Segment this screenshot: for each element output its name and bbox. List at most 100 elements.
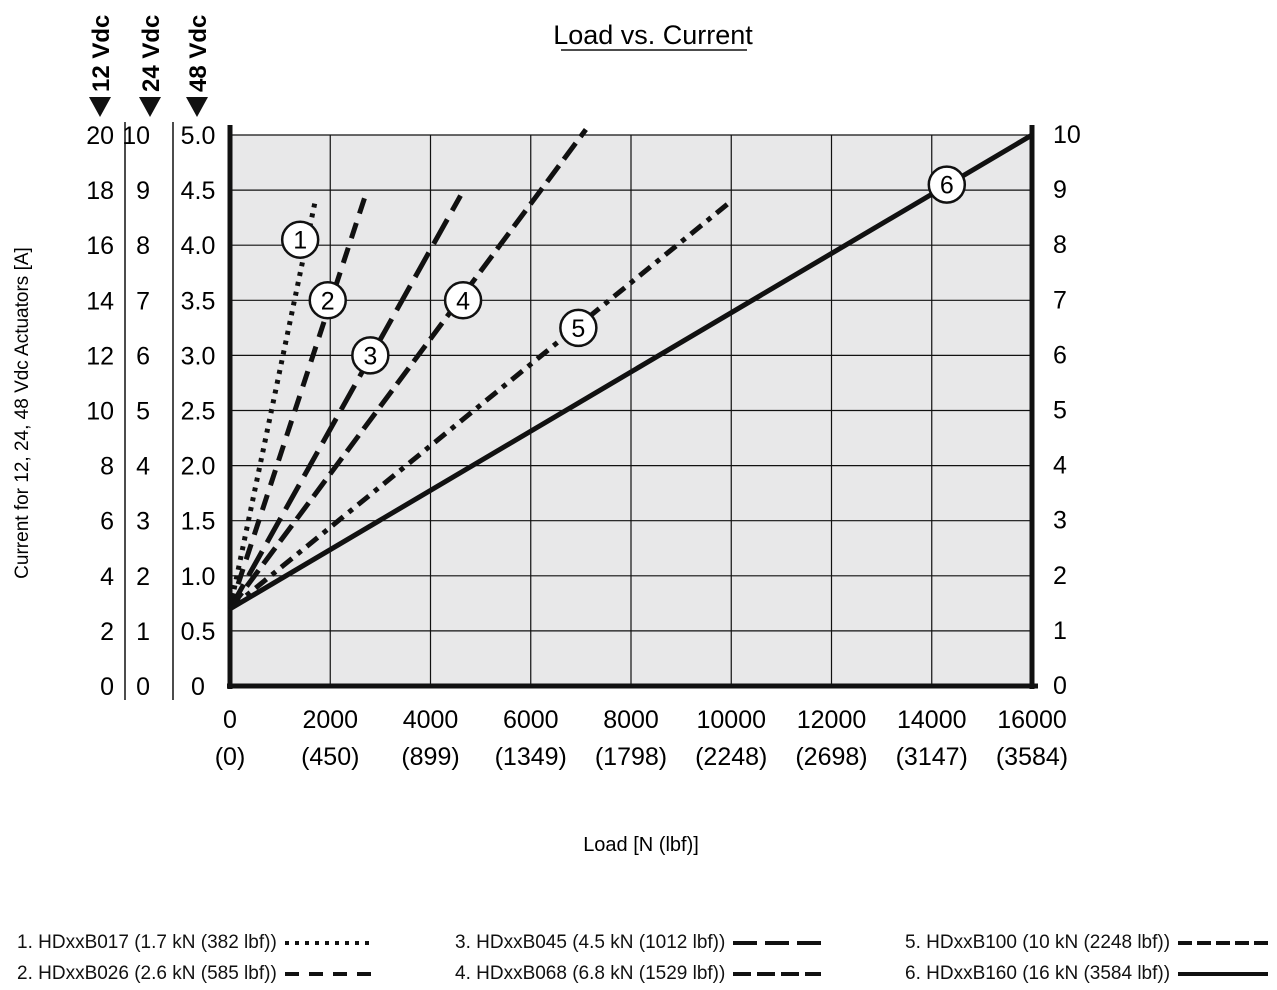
x-tick-label: 12000 [797,706,867,734]
x-tick-sublabel: (1349) [495,743,567,771]
voltage-tick-label: 12 [86,342,114,370]
series-marker-5 [559,308,598,348]
series-marker-label: 3 [363,342,377,370]
series-line-6 [228,132,1034,612]
legend-label: 6. HDxxB160 (16 kN (3584 lbf)) [905,963,1171,984]
x-tick-sublabel: (0) [215,743,246,771]
series-marker-3 [351,336,390,375]
right-tick-label: 0 [1053,672,1067,700]
voltage-tick-label: 3.0 [181,342,216,370]
voltage-tick-label: 4.0 [181,232,216,260]
voltage-tick-label: 6 [136,342,150,370]
series-marker-6 [927,165,967,204]
y-axis-label: Current for 12, 24, 48 Vdc Actuators [A] [12,247,33,579]
right-tick-label: 8 [1053,231,1067,259]
voltage-tick-label: 8 [136,232,150,260]
voltage-tick-label: 1.5 [181,508,216,536]
right-tick-label: 1 [1053,617,1067,645]
voltage-tick-label: 3.5 [181,287,216,315]
right-tick-label: 4 [1053,452,1067,480]
voltage-arrow-icon [89,97,111,117]
x-tick-sublabel: (2698) [795,743,867,771]
series-line-4 [227,127,588,611]
voltage-tick-label: 4.5 [181,177,216,205]
x-axis-label: Load [N (lbf)] [583,834,699,856]
series-line-5 [228,199,733,611]
x-tick-sublabel: (450) [301,743,359,771]
voltage-tick-label: 5 [136,398,150,426]
voltage-tick-label: 18 [86,177,114,205]
right-tick-label: 3 [1053,507,1067,535]
voltage-tick-label: 1.0 [181,563,216,591]
voltage-tick-label: 0 [191,673,205,701]
series-marker-label: 5 [571,315,585,343]
x-tick-sublabel: (1798) [595,743,667,771]
x-tick-sublabel: (899) [401,743,459,771]
voltage-tick-label: 1 [136,618,150,646]
legend-item-2: 2. HDxxB026 (2.6 kN (585 lbf)) [17,963,375,985]
x-tick-sublabel: (3147) [896,743,968,771]
voltage-tick-label: 2.0 [181,453,216,481]
legend-label: 5. HDxxB100 (10 kN (2248 lbf)) [905,932,1171,953]
series-marker-label: 6 [940,172,954,200]
x-tick-sublabel: (2248) [695,743,767,771]
voltage-scale-label: 12 Vdc [88,15,115,92]
right-tick-label: 10 [1053,121,1081,149]
voltage-tick-label: 4 [100,563,114,591]
series-marker-label: 4 [456,287,470,315]
voltage-arrow-icon [139,97,161,117]
voltage-tick-label: 4 [136,453,150,481]
legend-swatch-3 [733,941,822,945]
voltage-tick-label: 8 [100,453,114,481]
legend-swatch-6 [1178,972,1269,976]
legend-swatch-1 [284,941,373,945]
x-tick-label: 0 [223,706,237,734]
legend-swatch-4 [733,972,822,976]
voltage-tick-label: 7 [136,287,150,315]
x-tick-label: 6000 [503,706,559,734]
legend-item-4: 4. HDxxB068 (6.8 kN (1529 lbf)) [455,963,823,985]
series-marker-4 [443,281,483,320]
legend-label: 4. HDxxB068 (6.8 kN (1529 lbf)) [455,963,726,984]
legend-item-3: 3. HDxxB045 (4.5 kN (1012 lbf)) [455,932,823,954]
right-tick-label: 5 [1053,397,1067,425]
series-marker-label: 2 [321,287,335,315]
voltage-tick-label: 0 [136,673,150,701]
voltage-tick-label: 14 [86,287,114,315]
voltage-tick-label: 0.5 [181,618,216,646]
voltage-tick-label: 9 [136,177,150,205]
voltage-tick-label: 2.5 [181,398,216,426]
voltage-tick-label: 5.0 [181,122,216,150]
x-tick-label: 4000 [403,706,459,734]
x-tick-label: 10000 [696,706,766,734]
right-tick-label: 7 [1053,286,1067,314]
legend-swatch-2 [284,972,373,976]
legend-swatch-5 [1178,941,1269,945]
x-tick-label: 2000 [302,706,358,734]
chart-title: Load vs. Current [553,20,753,50]
series-marker-2 [308,281,347,320]
voltage-arrow-icon [186,97,208,117]
series-line-2 [227,194,368,610]
voltage-tick-label: 3 [136,508,150,536]
voltage-tick-label: 16 [86,232,114,260]
voltage-scale-label: 24 Vdc [138,15,165,92]
voltage-tick-label: 2 [100,618,114,646]
legend-label: 1. HDxxB017 (1.7 kN (382 lbf)) [17,932,277,953]
x-tick-label: 14000 [897,706,967,734]
legend-item-5: 5. HDxxB100 (10 kN (2248 lbf)) [905,932,1270,954]
legend-item-6: 6. HDxxB160 (16 kN (3584 lbf)) [905,963,1270,985]
legend-label: 2. HDxxB026 (2.6 kN (585 lbf)) [17,963,277,984]
voltage-tick-label: 20 [86,122,114,150]
right-tick-label: 6 [1053,341,1067,369]
series-line-3 [227,194,463,611]
x-tick-sublabel: (3584) [996,743,1068,771]
voltage-tick-label: 6 [100,508,114,536]
voltage-tick-label: 10 [122,122,150,150]
x-tick-label: 8000 [603,706,659,734]
x-tick-label: 16000 [997,706,1067,734]
voltage-tick-label: 10 [86,398,114,426]
right-tick-label: 9 [1053,176,1067,204]
legend-label: 3. HDxxB045 (4.5 kN (1012 lbf)) [455,932,726,953]
